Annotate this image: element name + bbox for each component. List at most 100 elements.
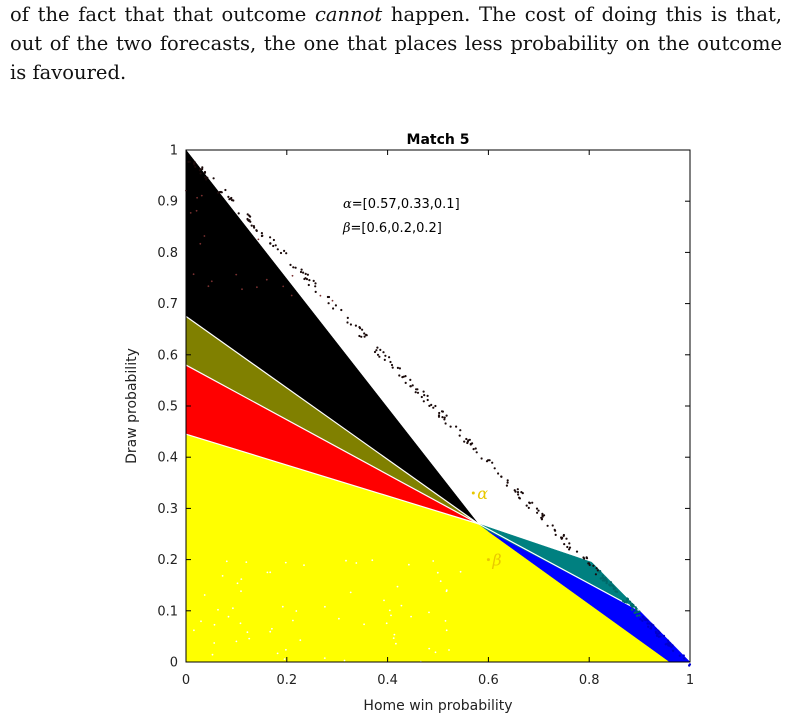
paragraph-emphasis: cannot [315, 3, 383, 26]
speckle-dot [568, 542, 571, 545]
speckle-dot [227, 195, 230, 198]
speckle-dot [272, 238, 275, 242]
speckle-dot [667, 644, 670, 647]
speckle-dot [395, 642, 397, 645]
speckle-dot [192, 162, 196, 165]
speckle-dot [285, 648, 287, 651]
speckle-dot [281, 605, 284, 608]
alpha-symbol: α [343, 197, 352, 212]
speckle-dot [554, 529, 557, 532]
speckle-dot [543, 514, 546, 517]
speckle-dot [265, 278, 268, 281]
speckle-dot [388, 356, 391, 359]
speckle-dot [422, 400, 425, 403]
speckle-dot [632, 605, 635, 608]
speckle-dot [657, 629, 660, 632]
speckle-dot [561, 536, 564, 540]
speckle-dot [443, 418, 446, 421]
speckle-dot [646, 622, 649, 625]
speckle-dot [255, 229, 258, 232]
speckle-dot [428, 611, 430, 614]
speckle-dot [626, 597, 629, 600]
speckle-dot [488, 459, 491, 462]
speckle-dot [364, 333, 368, 336]
axis-ticks: 0 0.2 0.4 0.6 0.8 1 0 0.1 0.2 0.3 0.4 0.5 0.6 0.7 0.8 0… [157, 144, 694, 689]
speckle-dot [500, 475, 503, 478]
speckle-dot [376, 353, 380, 356]
speckle-dot [594, 573, 598, 576]
speckle-dot [256, 286, 258, 289]
speckle-dot [221, 575, 224, 577]
speckle-dot [546, 524, 549, 527]
speckle-dot [390, 614, 392, 617]
speckle-dot [283, 249, 286, 252]
speckle-dot [535, 507, 539, 510]
speckle-dot [623, 600, 626, 604]
speckle-dot [269, 571, 272, 574]
speckle-dot [269, 236, 272, 239]
speckle-dot [641, 619, 644, 622]
speckle-dot [292, 619, 294, 622]
speckle-dot [688, 663, 692, 666]
y-tick-label: 0.5 [157, 400, 178, 415]
x-tick-label: 0.6 [478, 673, 499, 688]
speckle-dot [324, 605, 326, 608]
forecast-point-label: α [477, 484, 488, 503]
speckle-dot [252, 225, 255, 228]
speckle-dot [314, 285, 317, 288]
speckle-dot [652, 624, 655, 627]
paragraph-text: happen. The cost of doing this is that, [382, 3, 782, 26]
forecast-points: αβ [471, 484, 502, 570]
speckle-dot [601, 574, 604, 577]
speckle-dot [187, 160, 190, 163]
speckle-dot [404, 375, 407, 378]
speckle-dot [449, 425, 452, 428]
speckle-dot [568, 546, 572, 549]
speckle-dot [506, 479, 509, 482]
speckle-dot [373, 350, 377, 354]
speckle-dot [299, 639, 302, 642]
speckle-dot [363, 335, 366, 338]
speckle-dot [416, 391, 420, 394]
speckle-dot [517, 493, 520, 496]
speckle-dot [248, 214, 251, 217]
speckle-dot [205, 178, 208, 181]
speckle-dot [650, 622, 653, 626]
speckle-dot [211, 653, 214, 656]
speckle-dot [349, 323, 352, 326]
speckle-dot [596, 569, 599, 572]
speckle-dot [220, 191, 223, 194]
speckle-dot [426, 398, 429, 402]
speckle-dot [304, 272, 307, 275]
speckle-dot [358, 326, 361, 329]
speckle-dot [276, 248, 279, 251]
speckle-dot [683, 657, 686, 660]
speckle-dot [541, 514, 544, 517]
region-boundary-0 [185, 315, 479, 525]
speckle-dot [201, 166, 204, 169]
speckle-dot [408, 563, 410, 566]
speckle-dot [414, 391, 417, 394]
speckle-dot [647, 625, 650, 628]
speckle-dot [445, 629, 448, 632]
speckle-dot [269, 630, 272, 633]
speckle-dot [225, 560, 228, 563]
speckle-dot [463, 440, 466, 443]
speckle-dot [592, 564, 595, 567]
speckle-dot [638, 614, 641, 617]
speckle-dot [467, 439, 470, 442]
x-tick-label: 0.4 [377, 673, 398, 688]
speckle-dot [201, 167, 204, 171]
y-tick-label: 1 [170, 144, 178, 159]
speckle-dot [391, 366, 394, 369]
speckle-dot [455, 425, 458, 428]
speckle-dot [327, 295, 331, 299]
speckle-dot [493, 467, 496, 470]
speckle-dot [474, 447, 477, 450]
speckle-dot [189, 212, 192, 214]
speckle-dot [682, 654, 685, 657]
speckle-dot [565, 537, 568, 540]
speckle-dot [531, 501, 534, 504]
speckle-dot [246, 631, 249, 634]
speckle-dot [193, 629, 195, 632]
